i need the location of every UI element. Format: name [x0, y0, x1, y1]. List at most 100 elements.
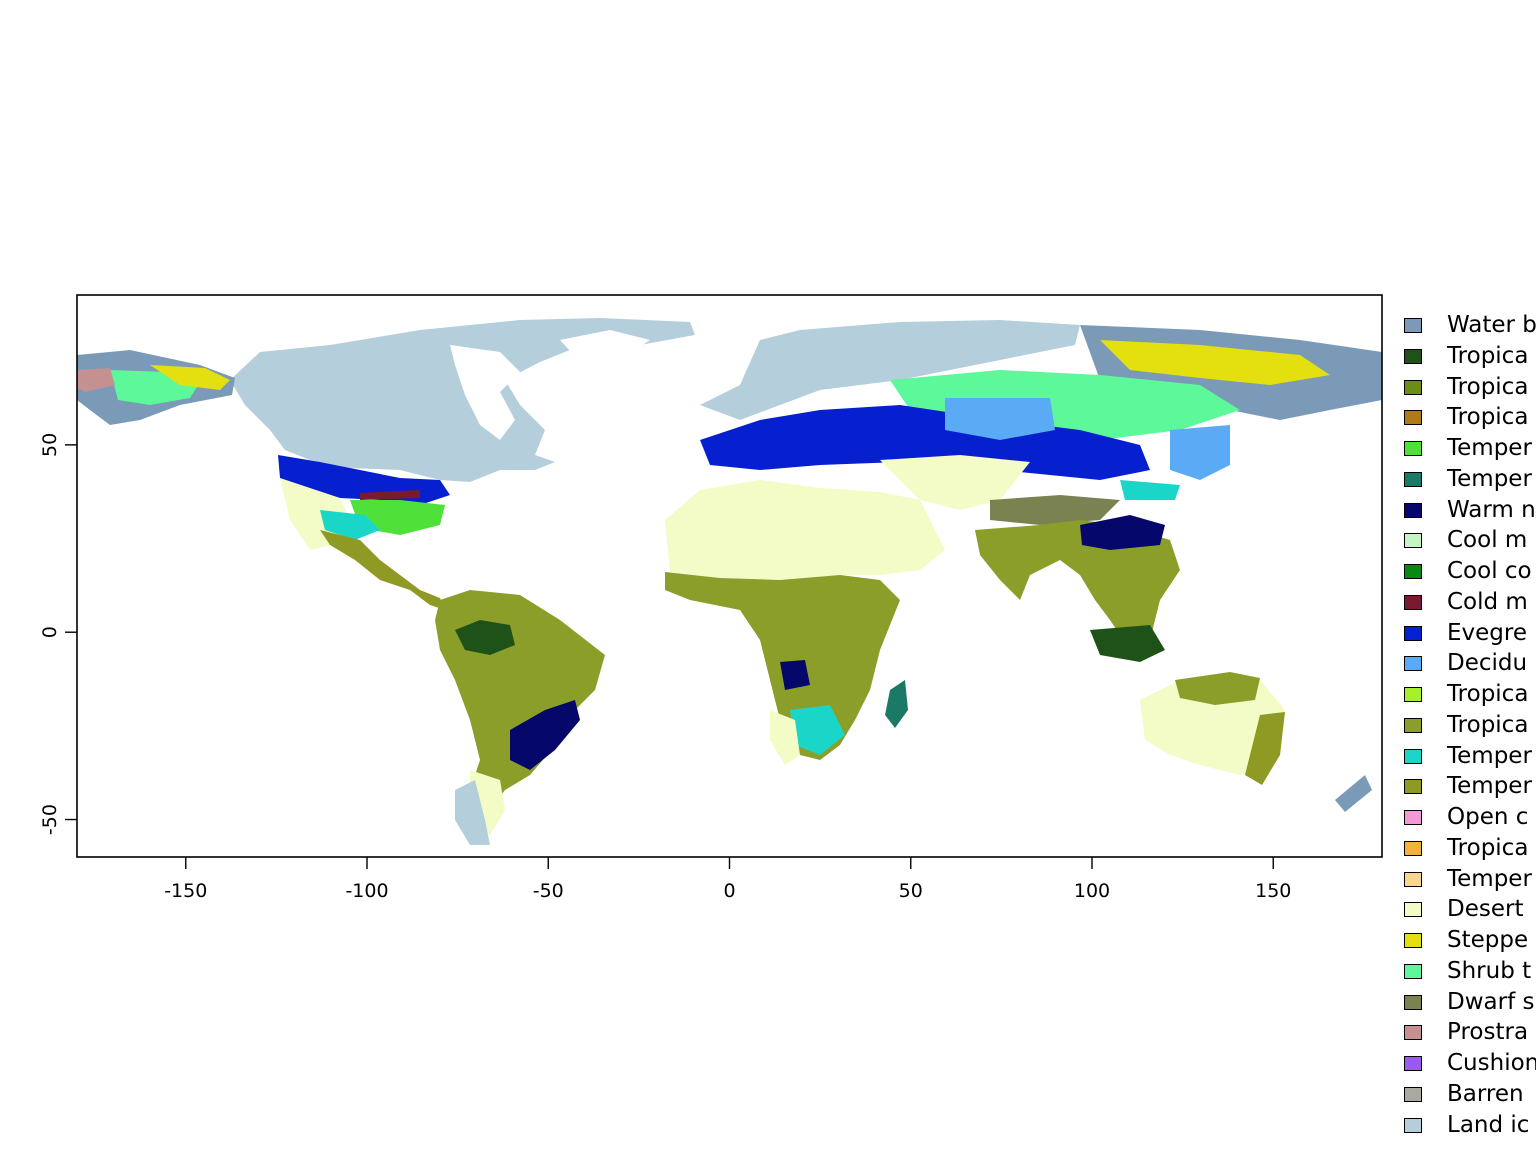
legend-item: Cold m [1404, 586, 1536, 617]
legend-label: Tropica [1447, 404, 1529, 431]
region-south-america-warm [510, 700, 580, 770]
region-siberia-steppe [1100, 340, 1330, 385]
region-sumatra-borneo [1090, 625, 1165, 662]
legend-label: Prostra [1447, 1019, 1529, 1046]
legend-label: Tropica [1447, 373, 1529, 400]
x-tick-label: -150 [164, 880, 207, 902]
region-eurasia-ice [700, 320, 1080, 420]
region-white-hudson [450, 345, 520, 440]
region-tibet-dwarf [990, 495, 1120, 525]
legend-item: Tropica [1404, 678, 1536, 709]
legend-swatch [1404, 779, 1422, 795]
legend-item: Cool m [1404, 524, 1536, 555]
region-australia-tropical [1175, 672, 1260, 705]
legend-label: Tropica [1447, 342, 1529, 369]
x-tick-label: -50 [533, 880, 564, 902]
legend-swatch [1404, 379, 1422, 395]
legend-swatch [1404, 1056, 1422, 1071]
region-alaska-steppe [150, 365, 230, 390]
region-far-east-deciduous [1170, 425, 1230, 480]
legend-swatch [1404, 471, 1422, 487]
region-land-ice-north-america [230, 318, 695, 482]
region-sahara-desert [665, 480, 945, 580]
y-tick-label: 50 [39, 433, 61, 457]
legend-label: Steppe [1447, 927, 1529, 953]
legend-swatch [1404, 1025, 1422, 1041]
x-axis: -150 -100 -50 0 50 100 150 [164, 857, 1291, 902]
legend-label: Open c [1447, 804, 1529, 830]
vegetation-map [77, 318, 1382, 845]
x-tick-label: 0 [723, 880, 735, 902]
legend-swatch [1404, 963, 1422, 979]
legend-item: Temper [1404, 463, 1536, 494]
legend-item: Tropica [1404, 832, 1536, 863]
legend-swatch [1404, 1086, 1422, 1102]
region-africa-teal [790, 705, 845, 755]
legend-label: Temper [1447, 773, 1532, 800]
legend-item: Water b [1404, 309, 1536, 340]
legend-item: Decidu [1404, 647, 1536, 678]
region-alaska-prostrate [77, 368, 115, 392]
legend-swatch [1404, 318, 1422, 333]
legend-item: Shrub t [1404, 955, 1536, 986]
legend-swatch [1404, 810, 1422, 825]
legend-swatch [1404, 871, 1422, 887]
region-madagascar [885, 680, 908, 728]
legend-label: Tropica [1447, 711, 1529, 738]
legend-label: Tropica [1447, 834, 1529, 861]
legend-item: Warm n [1404, 494, 1536, 525]
legend-label: Shrub t [1447, 957, 1532, 984]
legend-item: Tropica [1404, 401, 1536, 432]
legend-swatch [1404, 625, 1422, 641]
legend-swatch [1404, 748, 1422, 764]
legend-label: Cushion [1447, 1050, 1536, 1076]
region-africa-warm [780, 660, 810, 690]
legend-label: Cool m [1447, 527, 1528, 554]
legend-swatch [1404, 441, 1422, 456]
legend-item: Steppe [1404, 924, 1536, 955]
region-central-asia-desert [880, 455, 1030, 510]
legend-label: Tropica [1447, 681, 1529, 707]
legend-item: Desert [1404, 893, 1536, 924]
legend-label: Desert [1447, 896, 1524, 923]
region-siberia-deciduous [945, 398, 1055, 440]
legend-swatch [1404, 656, 1422, 672]
legend-swatch [1404, 502, 1422, 518]
region-patagonia-ice [455, 780, 490, 845]
legend-label: Temper [1447, 465, 1532, 492]
legend-label: Temper [1447, 435, 1532, 461]
region-new-zealand [1335, 775, 1372, 812]
region-white-arctic-channel [560, 330, 650, 362]
region-southern-africa-desert [770, 710, 800, 765]
legend-item: Temper [1404, 432, 1536, 463]
x-tick-label: -100 [345, 880, 388, 902]
legend-swatch [1404, 840, 1422, 856]
legend-item: Dwarf s [1404, 986, 1536, 1017]
y-tick-label: -50 [39, 804, 61, 835]
legend-swatch [1404, 902, 1422, 918]
legend-swatch [1404, 1117, 1422, 1133]
legend: Water b Tropica Tropica Tropica Temper Temper… [1404, 309, 1536, 1139]
legend-label: Decidu [1447, 650, 1528, 677]
legend-swatch [1404, 687, 1422, 702]
legend-item: Prostra [1404, 1016, 1536, 1047]
legend-item: Barren [1404, 1078, 1536, 1109]
region-us-cold-mixed [360, 490, 420, 500]
legend-label: Warm n [1447, 496, 1536, 523]
legend-label: Dwarf s [1447, 988, 1535, 1015]
legend-swatch [1404, 717, 1422, 733]
region-india-se-asia [975, 520, 1180, 650]
x-tick-label: 50 [899, 880, 923, 902]
legend-item: Evegre [1404, 617, 1536, 648]
legend-item: Cushion [1404, 1047, 1536, 1078]
legend-swatch [1404, 994, 1422, 1010]
legend-item: Temper [1404, 863, 1536, 894]
legend-swatch [1404, 533, 1422, 549]
legend-swatch [1404, 410, 1422, 426]
x-tick-label: 100 [1074, 880, 1110, 902]
legend-label: Cold m [1447, 588, 1528, 615]
legend-label: Evegre [1447, 619, 1527, 646]
legend-item: Land ic [1404, 1109, 1536, 1140]
legend-swatch [1404, 564, 1422, 579]
